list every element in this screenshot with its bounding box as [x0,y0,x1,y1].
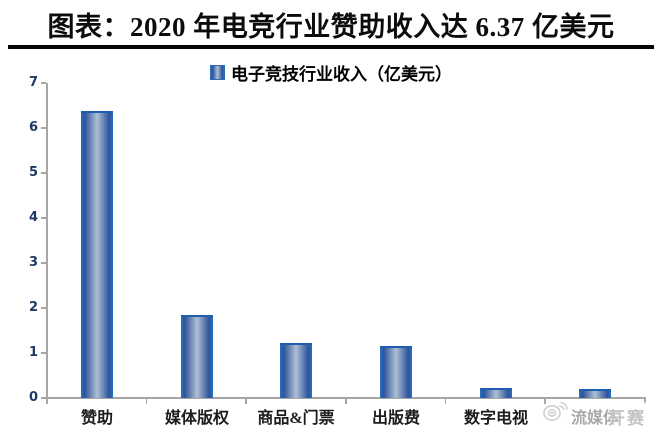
y-tick-mark [41,352,46,354]
watermark-haze [568,402,662,428]
y-tick-mark [41,127,46,129]
y-tick-mark [41,307,46,309]
weibo-icon [543,401,568,421]
y-tick-mark [41,262,46,264]
x-tick-mark [345,399,347,404]
category-label: 商品&门票 [257,410,335,427]
bar [81,111,113,398]
category-label: 数字电视 [463,410,528,427]
legend-swatch-icon [210,64,225,80]
x-tick-mark [245,399,247,404]
category-label: 赞助 [80,410,113,427]
bar [380,346,412,398]
watermark-text: 开赛 [608,409,646,428]
x-tick-mark [46,399,48,404]
bar [181,315,213,398]
y-axis-line [46,83,48,398]
x-tick-mark [644,399,646,404]
x-tick-mark [544,399,546,404]
y-tick-label: 1 [28,345,38,360]
x-tick-mark [444,399,447,404]
x-axis-line [46,397,646,399]
bar [579,389,611,398]
y-tick-mark [41,172,46,174]
chart-title: 图表：2020 年电竞行业赞助收入达 6.37 亿美元 [47,12,615,42]
y-tick-label: 6 [28,120,38,135]
y-tick-label: 4 [28,210,38,225]
chart-legend: 电子竞技行业收入（亿美元） [0,62,662,84]
x-tick-mark [145,399,148,404]
legend-label: 电子竞技行业收入（亿美元） [231,64,452,84]
y-tick-label: 5 [28,165,38,180]
y-tick-label: 3 [28,255,38,270]
category-label: 媒体版权 [164,410,229,427]
bar [280,343,312,398]
y-tick-mark [41,82,46,84]
y-tick-mark [41,397,46,399]
bar [480,388,512,398]
y-tick-mark [41,217,46,219]
category-label: 出版费 [371,410,420,427]
y-tick-label: 7 [28,75,38,90]
title-divider [8,45,654,49]
y-tick-label: 2 [28,300,38,315]
y-tick-label: 0 [28,390,38,405]
